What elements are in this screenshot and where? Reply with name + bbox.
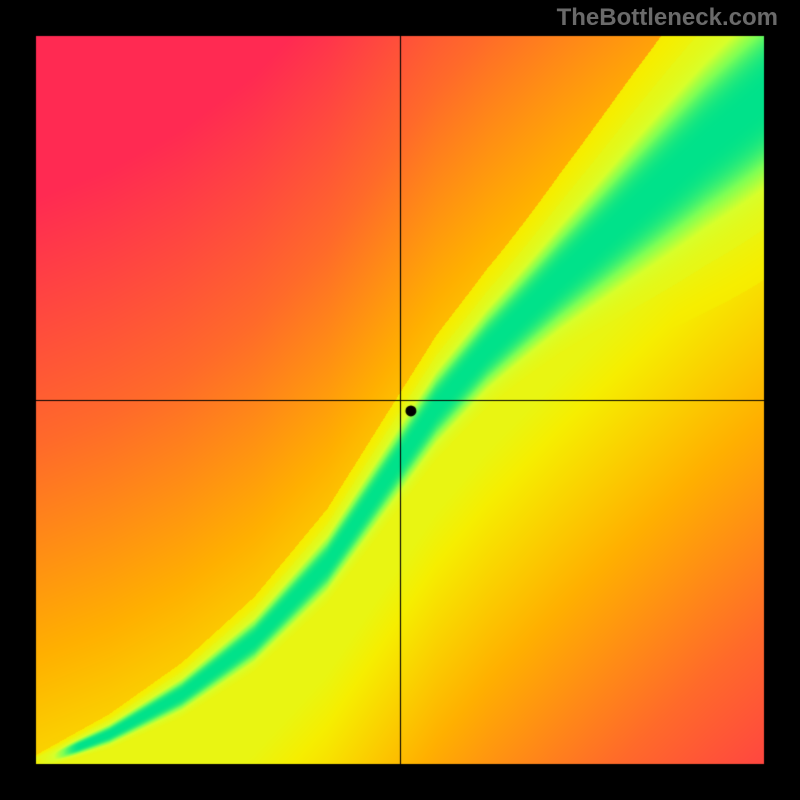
bottleneck-heatmap — [0, 0, 800, 800]
watermark-text: TheBottleneck.com — [557, 4, 778, 32]
chart-container: TheBottleneck.com — [0, 0, 800, 800]
